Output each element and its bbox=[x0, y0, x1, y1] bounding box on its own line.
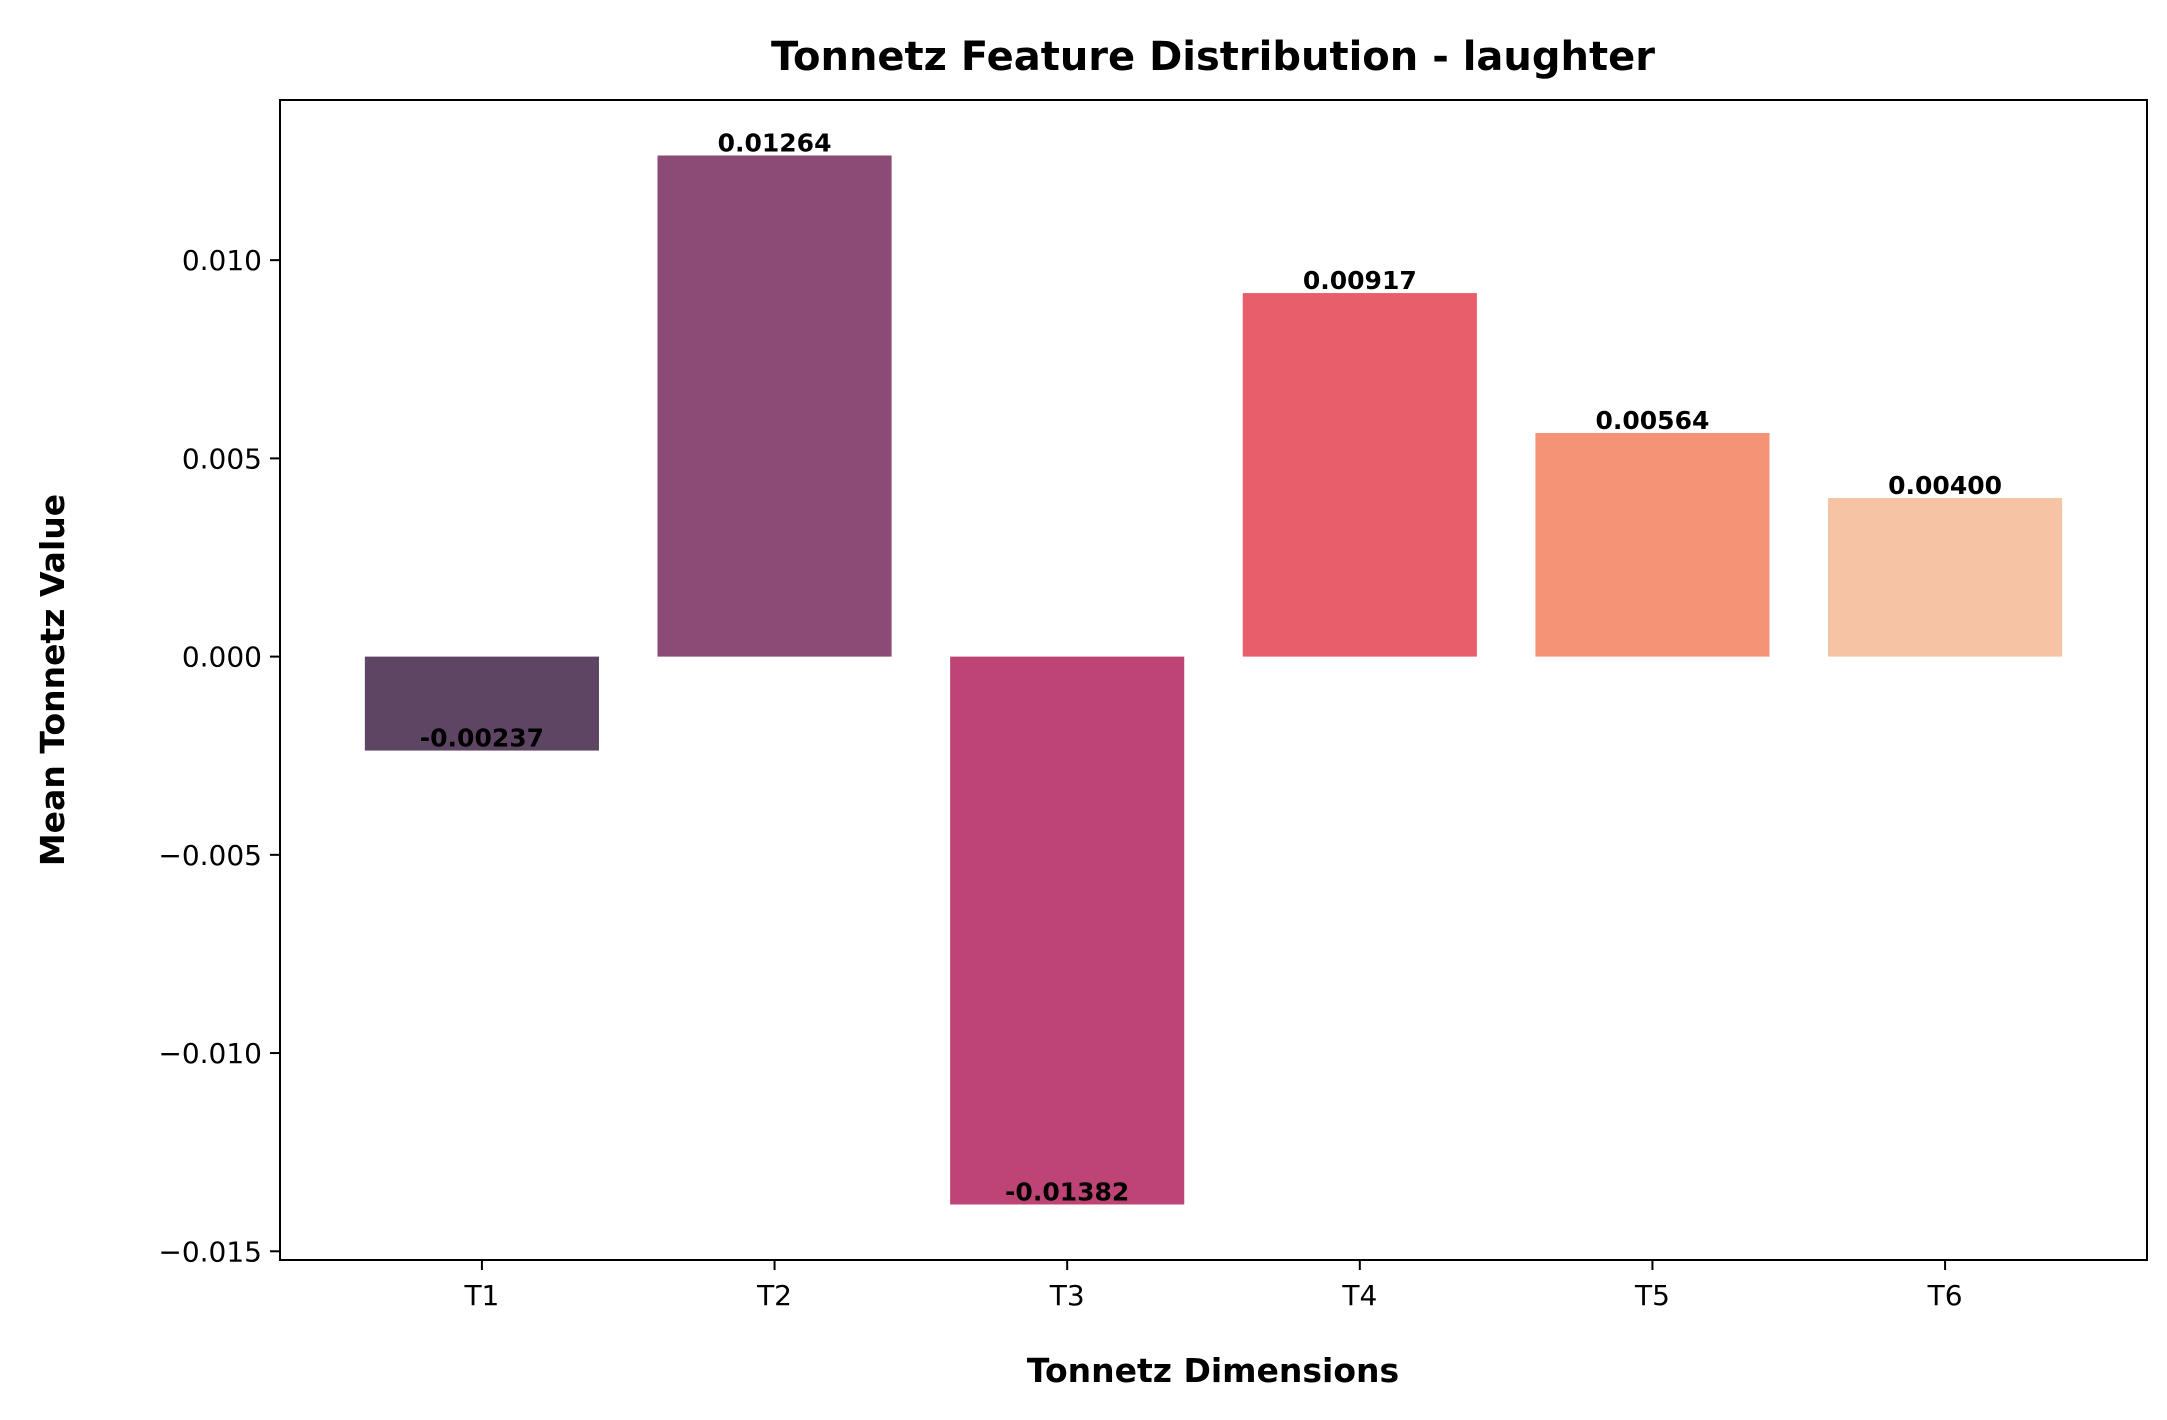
y-tick-label: −0.010 bbox=[158, 1037, 262, 1070]
x-tick-label: T4 bbox=[1341, 1279, 1377, 1312]
value-label-t1: -0.00237 bbox=[420, 724, 544, 753]
x-tick-label: T6 bbox=[1927, 1279, 1963, 1312]
bar-t6 bbox=[1828, 498, 2063, 657]
plot-frame bbox=[279, 99, 2148, 1261]
y-tick-label: 0.010 bbox=[182, 244, 262, 277]
value-label-t6: 0.00400 bbox=[1888, 471, 2002, 500]
x-tick-label: T5 bbox=[1634, 1279, 1670, 1312]
bar-value-labels: -0.00237 0.01264 -0.01382 0.00917 0.00564 0.0… bbox=[420, 129, 2002, 1207]
y-tick-label: 0.000 bbox=[182, 641, 262, 674]
bar-t4 bbox=[1242, 293, 1477, 657]
y-axis-ticks: −0.015 −0.010 −0.005 0.000 0.005 0.010 bbox=[158, 244, 280, 1268]
x-axis-ticks: T1 T2 T3 T4 T5 T6 bbox=[463, 1260, 1963, 1312]
bar-t3 bbox=[950, 656, 1185, 1205]
bar-t5 bbox=[1535, 433, 1770, 657]
x-axis-label: Tonnetz Dimensions bbox=[1027, 1351, 1399, 1390]
value-label-t4: 0.00917 bbox=[1303, 266, 1417, 295]
value-label-t3: -0.01382 bbox=[1005, 1177, 1129, 1206]
y-tick-label: 0.005 bbox=[182, 442, 262, 475]
y-axis-label: Mean Tonnetz Value bbox=[33, 494, 72, 866]
y-tick-label: −0.005 bbox=[158, 839, 262, 872]
bars bbox=[364, 155, 2063, 1205]
y-tick-label: −0.015 bbox=[158, 1235, 262, 1268]
bar-t1 bbox=[364, 656, 599, 751]
x-tick-label: T3 bbox=[1049, 1279, 1085, 1312]
value-label-t2: 0.01264 bbox=[718, 129, 832, 158]
bar-t2 bbox=[657, 155, 892, 657]
x-tick-label: T1 bbox=[463, 1279, 499, 1312]
chart-title: Tonnetz Feature Distribution - laughter bbox=[771, 34, 1655, 80]
x-tick-label: T2 bbox=[756, 1279, 792, 1312]
value-label-t5: 0.00564 bbox=[1596, 406, 1710, 435]
